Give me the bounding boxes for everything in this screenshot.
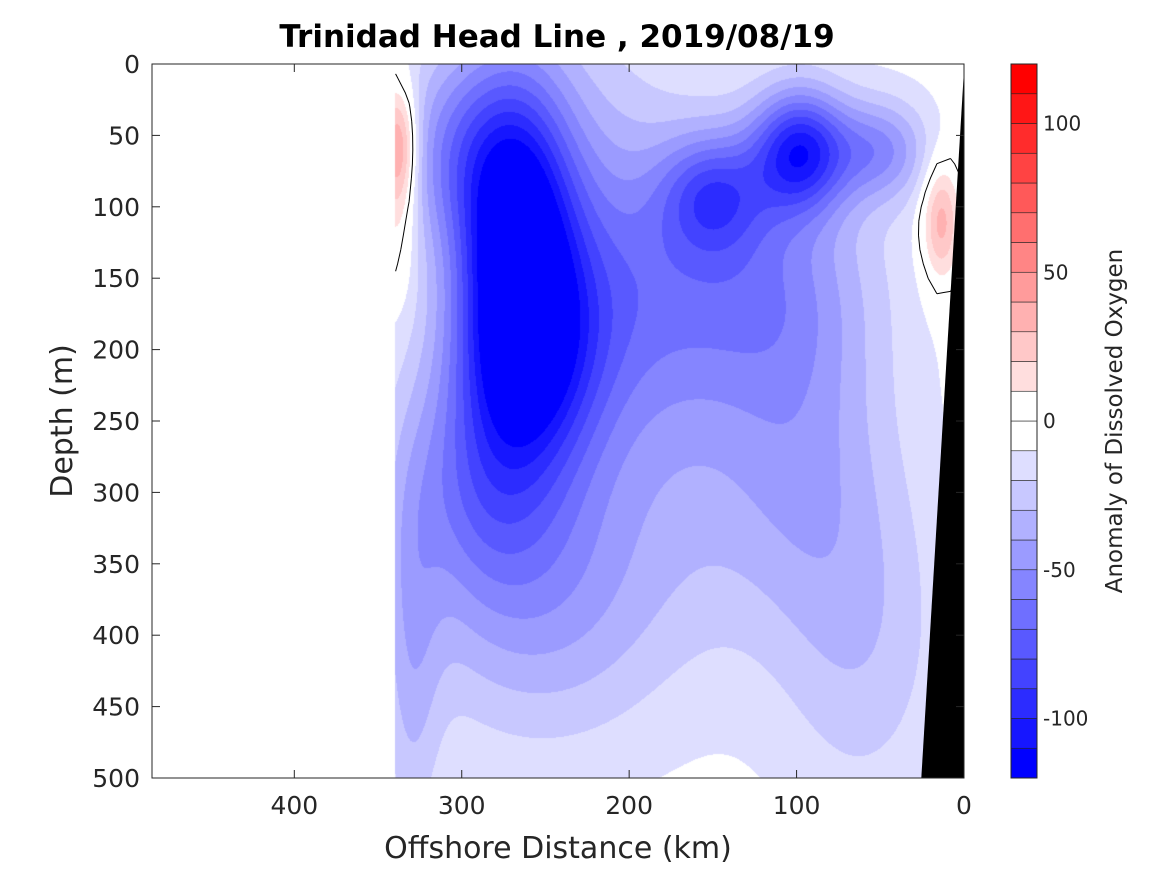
x-tick-label: 100 bbox=[773, 791, 821, 820]
y-tick-label: 400 bbox=[92, 621, 140, 650]
y-tick-label: 0 bbox=[124, 50, 140, 79]
colorbar-bin bbox=[1010, 212, 1038, 243]
y-axis: 0 50 100 150 200 250 300 350 400 450 500 bbox=[92, 50, 964, 793]
y-tick-label: 350 bbox=[92, 550, 140, 579]
colorbar-bin bbox=[1010, 509, 1038, 541]
colorbar-bin bbox=[1010, 628, 1038, 660]
colorbar-tick-label: 50 bbox=[1043, 260, 1068, 284]
colorbar-bin bbox=[1010, 599, 1038, 630]
x-tick-label: 400 bbox=[270, 791, 318, 820]
colorbar-tick-label: 0 bbox=[1043, 409, 1056, 433]
y-tick-label: 50 bbox=[108, 121, 140, 150]
colorbar-bin bbox=[1010, 182, 1038, 214]
colorbar-tick-label: 100 bbox=[1043, 112, 1081, 136]
x-axis-label: Offshore Distance (km) bbox=[384, 831, 732, 866]
colorbar-bin bbox=[1010, 331, 1038, 362]
bathymetry-mask bbox=[921, 69, 964, 779]
colorbar-bin bbox=[1010, 123, 1038, 154]
colorbar-bin bbox=[1010, 301, 1038, 333]
y-tick-label: 500 bbox=[92, 764, 140, 793]
plot-area bbox=[151, 63, 965, 779]
colorbar-bin bbox=[1010, 688, 1038, 719]
colorbar-bin bbox=[1010, 480, 1038, 511]
anomaly-field bbox=[152, 64, 964, 778]
y-tick-label: 200 bbox=[92, 336, 140, 365]
colorbar-bin bbox=[1010, 569, 1038, 600]
colorbar-bin bbox=[1010, 390, 1038, 422]
y-tick-label: 450 bbox=[92, 693, 140, 722]
y-tick-label: 250 bbox=[92, 407, 140, 436]
y-tick-label: 100 bbox=[92, 193, 140, 222]
y-tick-label: 300 bbox=[92, 478, 140, 507]
colorbar: 100 50 0 -50 -100 bbox=[1010, 63, 1088, 779]
x-axis: 400 300 200 100 0 bbox=[270, 64, 972, 820]
y-axis-label: Depth (m) bbox=[45, 344, 80, 498]
colorbar-bin bbox=[1010, 242, 1038, 273]
colorbar-bin bbox=[1010, 420, 1038, 452]
colorbar-label: Anomaly of Dissolved Oxygen bbox=[1102, 249, 1128, 594]
x-tick-label: 300 bbox=[438, 791, 486, 820]
colorbar-bin bbox=[1010, 450, 1038, 481]
colorbar-bin bbox=[1010, 63, 1038, 95]
colorbar-bin bbox=[1010, 361, 1038, 392]
colorbar-bin bbox=[1010, 152, 1038, 184]
colorbar-bin bbox=[1010, 271, 1038, 303]
x-tick-label: 0 bbox=[956, 791, 972, 820]
y-tick-label: 150 bbox=[92, 264, 140, 293]
colorbar-bin bbox=[1010, 747, 1038, 779]
colorbar-bin bbox=[1010, 539, 1038, 571]
colorbar-bin bbox=[1010, 658, 1038, 690]
chart-title: Trinidad Head Line , 2019/08/19 bbox=[279, 19, 834, 55]
colorbar-bin bbox=[1010, 718, 1038, 749]
colorbar-tick-label: -50 bbox=[1043, 558, 1076, 582]
colorbar-bin bbox=[1010, 93, 1038, 124]
colorbar-frame bbox=[1010, 63, 1038, 779]
colorbar-tick-label: -100 bbox=[1043, 707, 1088, 731]
x-tick-label: 200 bbox=[605, 791, 653, 820]
